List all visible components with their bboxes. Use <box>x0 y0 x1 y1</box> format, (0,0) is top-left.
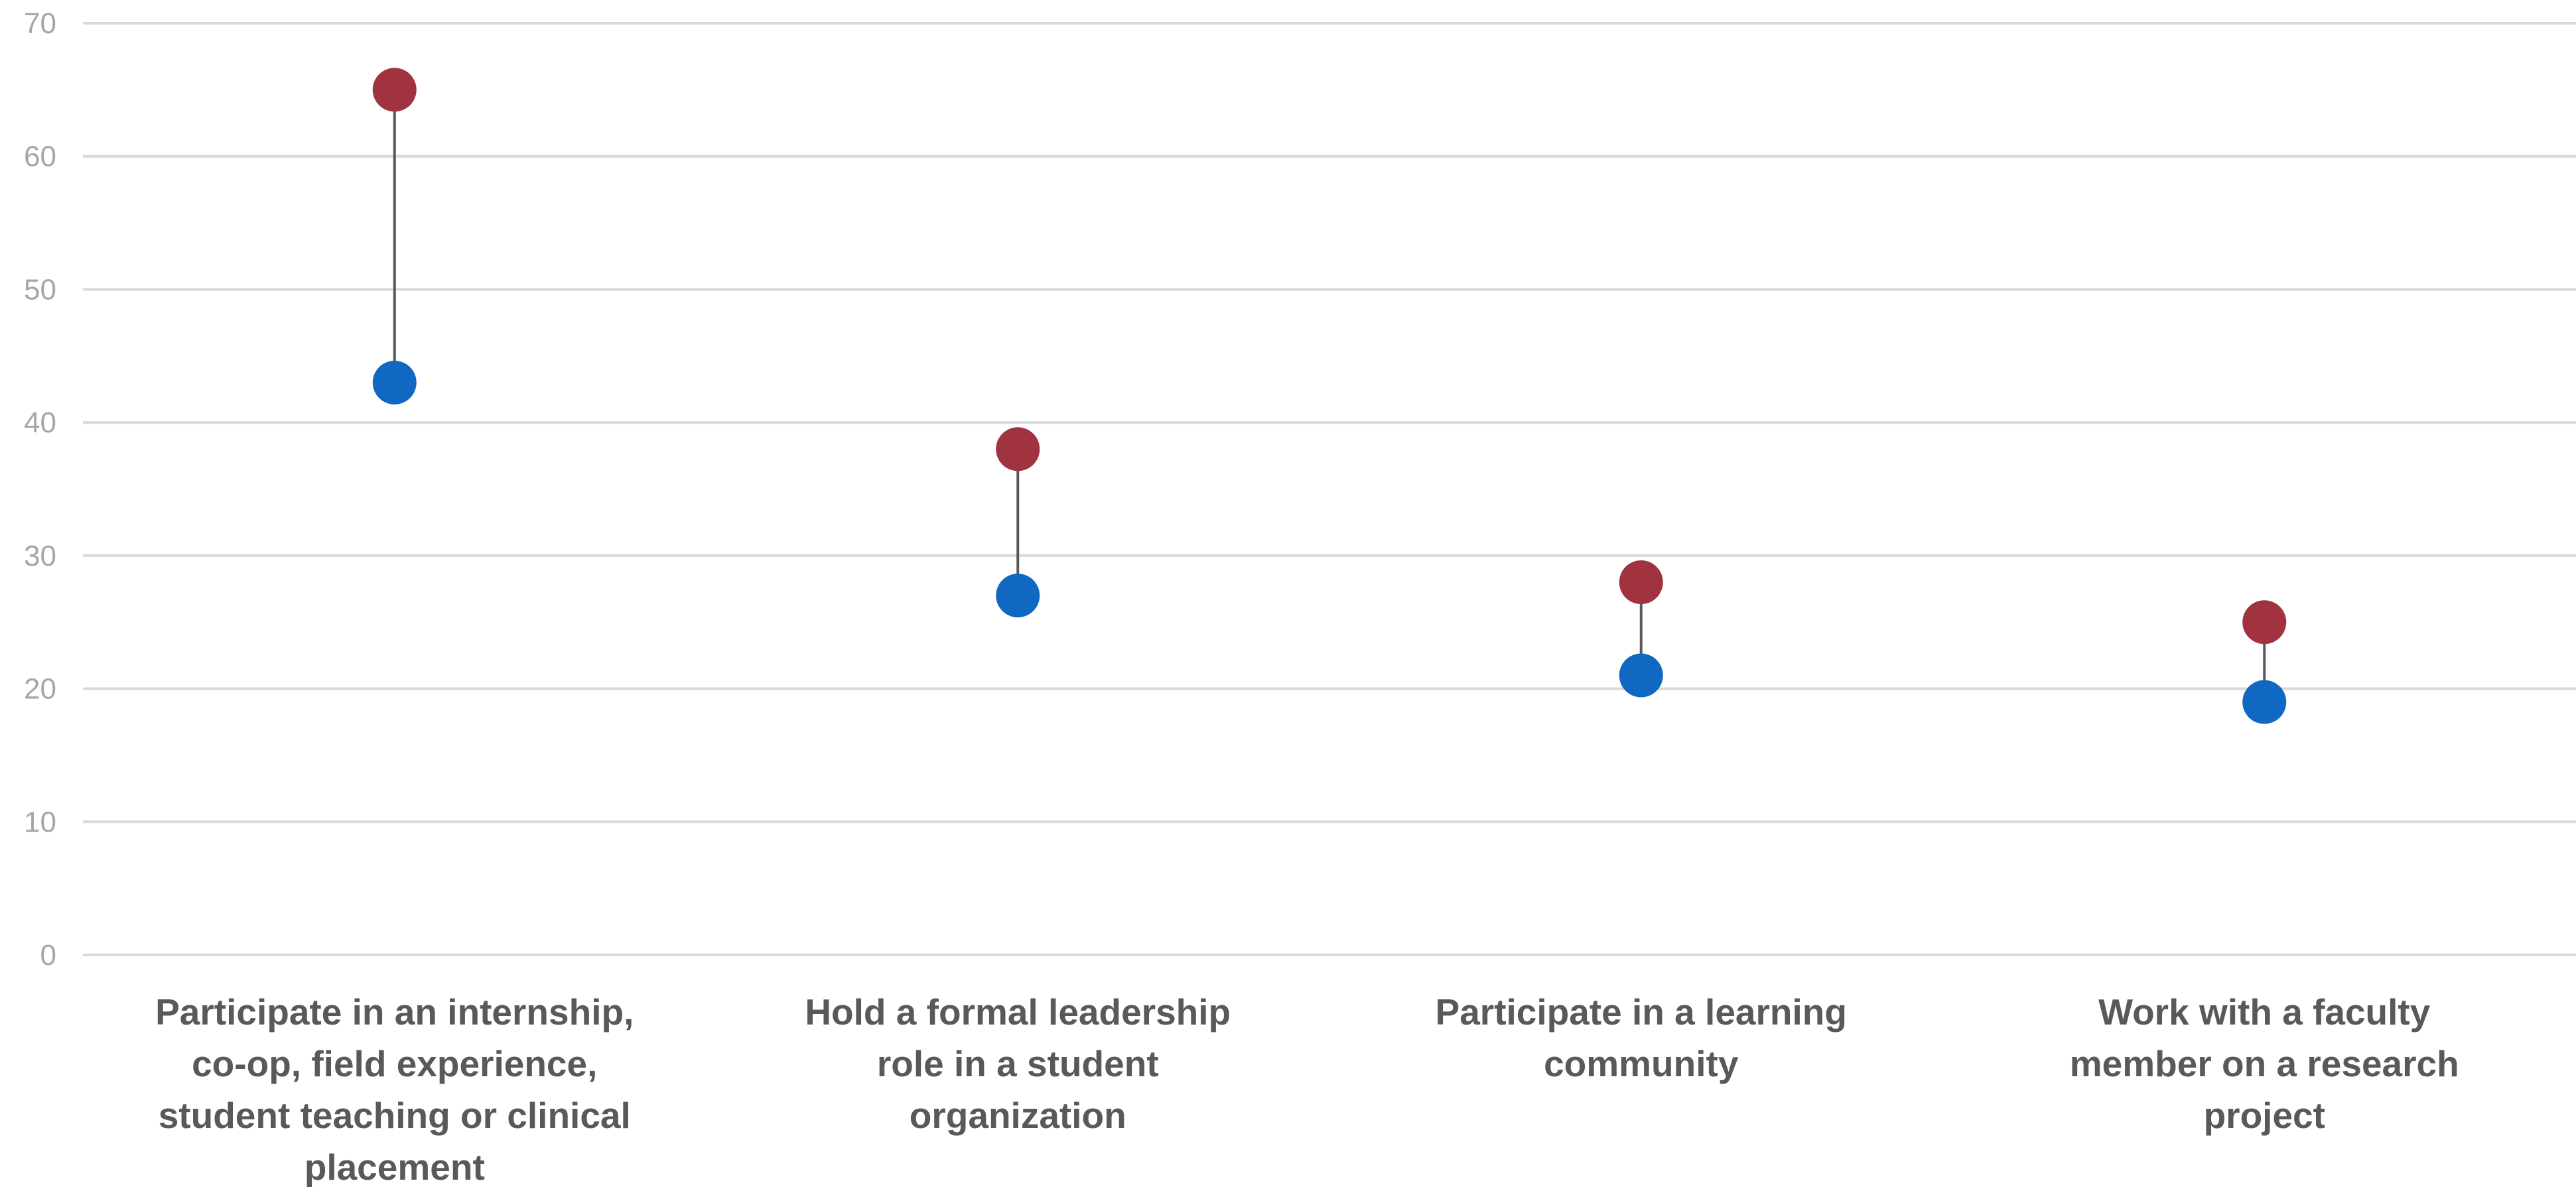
data-point-series-1 <box>2242 600 2287 645</box>
data-point-series-2 <box>372 360 417 405</box>
x-category-label: role in a student <box>877 1043 1159 1084</box>
y-axis-tick-labels: 0 10 20 30 40 50 60 70 <box>24 7 56 971</box>
data-point-series-2 <box>1619 653 1663 698</box>
y-tick-label: 0 <box>40 939 56 971</box>
data-point-series-2 <box>996 574 1040 618</box>
x-category-label: placement <box>305 1147 485 1187</box>
x-category-label: community <box>1544 1043 1739 1084</box>
category-labels: Participate in an internship, co-op, fiel… <box>155 991 2459 1187</box>
x-category-label: organization <box>910 1095 1126 1136</box>
data-point-series-1 <box>1619 560 1663 604</box>
x-category-label: Hold a formal leadership <box>805 991 1231 1032</box>
connector-lines <box>393 90 2266 702</box>
x-category-label: member on a research <box>2070 1043 2459 1084</box>
x-category-label: student teaching or clinical <box>159 1095 631 1136</box>
data-point-series-2 <box>2242 680 2287 724</box>
y-tick-label: 20 <box>24 673 56 706</box>
y-tick-label: 40 <box>24 406 56 439</box>
y-tick-label: 50 <box>24 273 56 306</box>
grid-lines <box>83 22 2576 956</box>
x-category-label: project <box>2204 1095 2325 1136</box>
y-tick-label: 30 <box>24 540 56 572</box>
y-tick-label: 70 <box>24 7 56 40</box>
x-category-label: Participate in a learning <box>1436 991 1847 1032</box>
x-category-label: Work with a faculty <box>2098 991 2431 1032</box>
data-point-series-1 <box>372 68 417 112</box>
data-points <box>372 68 2287 724</box>
data-point-series-1 <box>996 427 1040 471</box>
y-tick-label: 60 <box>24 141 56 173</box>
x-category-label: Participate in an internship, <box>155 991 634 1032</box>
x-category-label: co-op, field experience, <box>192 1043 597 1084</box>
y-tick-label: 10 <box>24 806 56 838</box>
